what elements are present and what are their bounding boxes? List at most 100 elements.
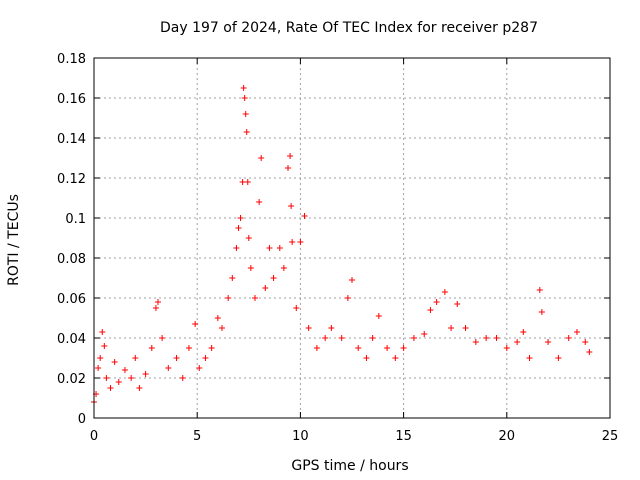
y-tick-label: 0.02 (57, 372, 86, 387)
data-point (493, 335, 500, 341)
data-point (142, 371, 149, 377)
data-point (297, 239, 304, 245)
x-tick-label: 20 (499, 429, 516, 444)
x-tick-label: 25 (602, 429, 619, 444)
data-point (538, 309, 545, 315)
data-point (121, 367, 128, 373)
data-point (196, 365, 203, 371)
data-point (276, 245, 283, 251)
data-point (101, 343, 108, 349)
y-axis-title: ROTI / TECUs (6, 194, 22, 286)
data-point (305, 325, 312, 331)
data-point (400, 345, 407, 351)
data-point (392, 355, 399, 361)
data-point (128, 375, 135, 381)
data-point (132, 355, 139, 361)
data-point (245, 235, 252, 241)
data-point (270, 275, 277, 281)
data-point (369, 335, 376, 341)
data-point (289, 239, 296, 245)
data-point (202, 355, 209, 361)
data-point (454, 301, 461, 307)
data-point (355, 345, 362, 351)
grid-layer (94, 58, 610, 418)
data-point (266, 245, 273, 251)
data-point (448, 325, 455, 331)
data-point (258, 155, 265, 161)
data-point (410, 335, 417, 341)
data-point (179, 375, 186, 381)
data-point (97, 355, 104, 361)
data-point (103, 375, 110, 381)
ticks-layer: 0 5 10 15 20 25 0 0.02 0.04 0.06 0.08 0.1 0.12 0.14 0.… (57, 52, 618, 444)
data-point (384, 345, 391, 351)
data-point (115, 379, 122, 385)
data-point (536, 287, 543, 293)
data-point (514, 339, 521, 345)
y-tick-label: 0.14 (57, 132, 86, 147)
data-point (433, 299, 440, 305)
data-point (285, 165, 292, 171)
data-point (582, 339, 589, 345)
data-point (136, 385, 143, 391)
data-point (243, 129, 250, 135)
y-tick-label: 0.16 (57, 92, 86, 107)
data-point (363, 355, 370, 361)
data-point (503, 345, 510, 351)
data-point (256, 199, 263, 205)
data-point (152, 305, 159, 311)
data-point (218, 325, 225, 331)
data-point (483, 335, 490, 341)
chart-title: Day 197 of 2024, Rate Of TEC Index for r… (160, 20, 538, 36)
y-tick-label: 0.1 (65, 212, 86, 227)
data-point (427, 307, 434, 313)
y-tick-label: 0.06 (57, 292, 86, 307)
data-point (251, 295, 258, 301)
data-point (247, 265, 254, 271)
data-point (288, 203, 295, 209)
data-point (313, 345, 320, 351)
plot-frame (93, 57, 611, 419)
data-point (441, 289, 448, 295)
y-tick-label: 0 (78, 412, 86, 427)
data-point (241, 95, 248, 101)
data-point (322, 335, 329, 341)
data-point (208, 345, 215, 351)
data-point (520, 329, 527, 335)
data-point (565, 335, 572, 341)
data-point (99, 329, 106, 335)
data-point (344, 295, 351, 301)
data-point (328, 325, 335, 331)
data-point (472, 339, 479, 345)
y-tick-label: 0.12 (57, 172, 86, 187)
data-point (235, 225, 242, 231)
data-point (240, 85, 247, 91)
data-point (555, 355, 562, 361)
data-point (225, 295, 232, 301)
data-point (154, 299, 161, 305)
data-point (173, 355, 180, 361)
data-point (262, 285, 269, 291)
data-point (349, 277, 355, 283)
data-point (462, 325, 469, 331)
data-point (301, 213, 308, 219)
y-tick-label: 0.08 (57, 252, 86, 267)
y-tick-label: 0.04 (57, 332, 86, 347)
data-point (214, 315, 221, 321)
y-tick-label: 0.18 (57, 52, 86, 67)
data-point (95, 365, 102, 371)
x-tick-label: 0 (90, 429, 98, 444)
data-point (545, 339, 552, 345)
data-points-layer (91, 85, 593, 405)
data-point (338, 335, 345, 341)
data-point (239, 179, 246, 185)
data-point (148, 345, 155, 351)
data-point (242, 111, 249, 117)
data-point (237, 215, 244, 221)
data-point (107, 385, 114, 391)
data-point (244, 179, 251, 185)
x-tick-label: 10 (292, 429, 309, 444)
data-point (526, 355, 533, 361)
data-point (421, 331, 428, 337)
data-point (375, 313, 382, 319)
